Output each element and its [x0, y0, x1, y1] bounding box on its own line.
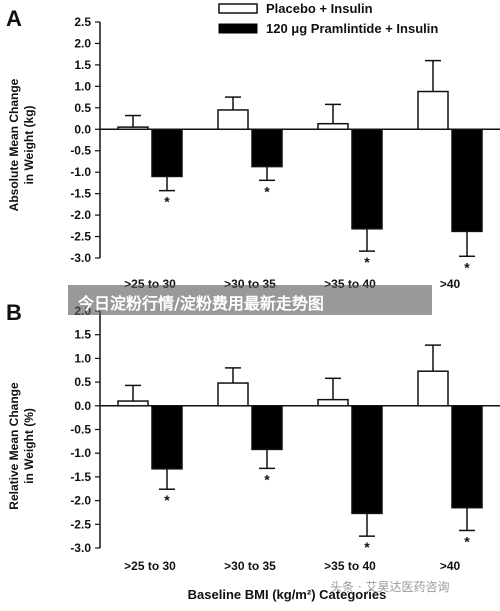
- bar-placebo: [417, 370, 449, 407]
- y-axis-label-b-line1: Relative Mean Change: [7, 382, 21, 510]
- y-tick-label-a: 1.0: [74, 79, 91, 93]
- y-tick-label-b: -1.5: [70, 470, 91, 484]
- legend-swatch-pram: [218, 23, 258, 34]
- significance-star: *: [264, 183, 270, 199]
- panel-b: B Relative Mean Change in Weight (%) Bas…: [6, 300, 500, 602]
- y-tick-label-a: 1.5: [74, 58, 91, 72]
- bar-placebo: [117, 126, 149, 131]
- bar-placebo: [117, 400, 149, 407]
- bar-placebo: [317, 122, 349, 131]
- significance-star: *: [464, 259, 470, 275]
- overlay-banner: 今日淀粉行情/淀粉费用最新走势图: [68, 285, 432, 315]
- legend-label-pram: 120 μg Pramlintide + Insulin: [266, 21, 438, 36]
- y-axis-label-a-line2: in Weight (kg): [22, 105, 36, 184]
- y-tick-label-a: -0.5: [70, 144, 91, 158]
- y-tick-label-a: 2.0: [74, 36, 91, 50]
- panel-a: A Absolute Mean Change in Weight (kg) 2.…: [6, 6, 500, 291]
- bar-placebo: [317, 398, 349, 407]
- legend: Placebo + Insulin 120 μg Pramlintide + I…: [218, 1, 438, 36]
- y-tick-label-b: -2.0: [70, 494, 91, 508]
- y-tick-label-a: -2.5: [70, 230, 91, 244]
- y-tick-label-a: -1.0: [70, 165, 91, 179]
- watermark-text: 头条 · 艾昊达医药咨询: [330, 580, 450, 594]
- y-tick-label-a: 2.5: [74, 15, 91, 29]
- bar-pramlintide: [151, 128, 183, 178]
- y-tick-label-a: -2.0: [70, 208, 91, 222]
- x-tick-label-b: >30 to 35: [224, 559, 276, 573]
- panel-letter-b: B: [6, 300, 22, 325]
- y-tick-label-b: 0.0: [74, 399, 91, 413]
- y-axis-label-a-line1: Absolute Mean Change: [7, 78, 21, 211]
- significance-star: *: [164, 492, 170, 508]
- x-tick-label-b: >35 to 40: [324, 559, 376, 573]
- y-tick-label-a: 0.0: [74, 122, 91, 136]
- legend-swatch-placebo: [218, 3, 258, 14]
- bar-pramlintide: [351, 128, 383, 230]
- x-axis-label-b: Baseline BMI (kg/m²) Categories: [188, 587, 387, 602]
- significance-star: *: [264, 471, 270, 487]
- bar-pramlintide: [151, 405, 183, 470]
- y-tick-label-a: -1.5: [70, 187, 91, 201]
- y-tick-label-b: -3.0: [70, 541, 91, 555]
- y-tick-label-b: -2.5: [70, 517, 91, 531]
- x-tick-label-a: >40: [440, 277, 461, 291]
- panel-letter-a: A: [6, 6, 22, 31]
- bar-pramlintide: [251, 405, 283, 451]
- bar-pramlintide: [451, 405, 483, 509]
- y-axis-label-b-line2: in Weight (%): [22, 408, 36, 484]
- bar-pramlintide: [451, 128, 483, 233]
- significance-star: *: [464, 533, 470, 549]
- y-tick-label-a: -3.0: [70, 251, 91, 265]
- y-tick-label-b: 0.5: [74, 375, 91, 389]
- y-tick-label-b: -0.5: [70, 423, 91, 437]
- x-tick-label-b: >40: [440, 559, 461, 573]
- bar-placebo: [217, 382, 249, 407]
- y-tick-label-b: 1.5: [74, 328, 91, 342]
- y-tick-label-b: 1.0: [74, 351, 91, 365]
- significance-star: *: [364, 539, 370, 555]
- y-tick-label-a: 0.5: [74, 101, 91, 115]
- legend-label-placebo: Placebo + Insulin: [266, 1, 373, 16]
- bar-pramlintide: [251, 128, 283, 168]
- overlay-banner-text: 今日淀粉行情/淀粉费用最新走势图: [78, 294, 324, 313]
- y-tick-label-b: -1.0: [70, 446, 91, 460]
- significance-star: *: [364, 254, 370, 270]
- significance-star: *: [164, 194, 170, 210]
- bar-placebo: [217, 109, 249, 131]
- bar-pramlintide: [351, 405, 383, 515]
- x-tick-label-b: >25 to 30: [124, 559, 176, 573]
- bar-placebo: [417, 90, 449, 131]
